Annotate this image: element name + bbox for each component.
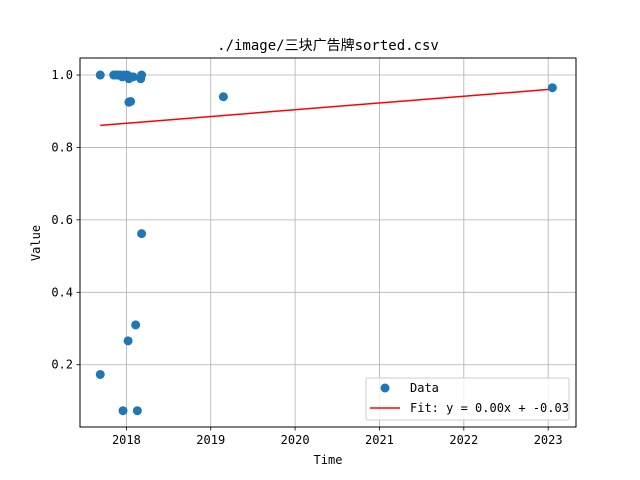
data-point (95, 70, 105, 80)
data-point (126, 96, 136, 106)
legend-box (365, 377, 570, 421)
y-tick-label: 0.4 (51, 285, 73, 299)
x-tick-label: 2019 (196, 433, 225, 447)
y-tick-label: 0.2 (51, 358, 73, 372)
x-tick-label: 2023 (534, 433, 563, 447)
chart-title: ./image/三块广告牌sorted.csv (217, 37, 439, 54)
plot-area (80, 58, 576, 427)
y-tick-label: 1.0 (51, 68, 73, 82)
data-point (547, 83, 557, 93)
data-point (131, 320, 141, 330)
y-tick-label: 0.6 (51, 213, 73, 227)
x-tick-label: 2018 (112, 433, 141, 447)
legend-data-label: Data (410, 381, 439, 395)
data-point (218, 92, 228, 102)
x-tick-label: 2022 (449, 433, 478, 447)
data-point (137, 70, 147, 80)
data-point (123, 336, 133, 346)
fit-line (100, 88, 553, 127)
x-tick-label: 2021 (365, 433, 394, 447)
grid-lines (80, 58, 576, 427)
data-point (118, 406, 128, 416)
data-point (128, 72, 138, 82)
x-axis-label: Time (314, 453, 343, 467)
x-tick-label: 2020 (281, 433, 310, 447)
data-point (132, 406, 142, 416)
legend-fit-label: Fit: y = 0.00x + -0.03 (410, 401, 569, 415)
axis-ticks: 2018 2019 2020 2021 2022 2023 0.2 0.4 0.6 0.8 1.0 (51, 68, 562, 447)
y-tick-label: 0.8 (51, 140, 73, 154)
legend-data-marker (380, 383, 390, 393)
data-point (95, 369, 105, 379)
y-axis-label: Value (29, 225, 43, 261)
data-points-layer (95, 70, 557, 416)
fit-line-layer (100, 88, 553, 127)
data-point (137, 229, 147, 239)
plot-frame (79, 57, 577, 428)
legend: Data Fit: y = 0.00x + -0.03 (365, 377, 570, 421)
